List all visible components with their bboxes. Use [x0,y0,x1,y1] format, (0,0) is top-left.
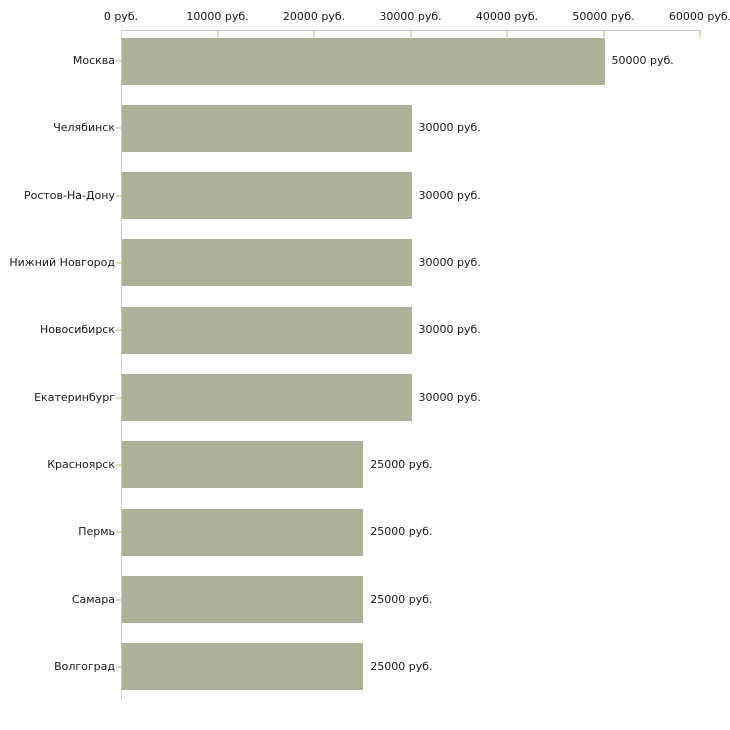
x-axis-tick-mark [699,31,701,37]
x-axis-tick-label: 40000 руб. [475,10,539,23]
category-tick-mark [116,194,121,197]
value-label: 30000 руб. [418,121,481,135]
category-label: Екатеринбург [34,390,115,404]
x-axis-tick-label: 20000 руб. [282,10,346,23]
category-tick-mark [116,329,121,332]
value-label: 25000 руб. [370,457,433,471]
bar [122,441,364,489]
category-label: Пермь [78,525,115,539]
value-label: 30000 руб. [418,188,481,202]
x-axis-tick-label: 50000 руб. [572,10,635,23]
bar [122,508,364,556]
value-label: 25000 руб. [370,525,433,539]
bar [122,374,412,422]
category-label: Нижний Новгород [9,255,115,269]
x-axis-line [121,30,701,31]
x-axis-tick-label: 30000 руб. [379,10,442,23]
value-label: 25000 руб. [370,592,433,606]
value-label: 50000 руб. [611,54,674,67]
x-axis-tick-mark [506,31,508,37]
category-tick-mark [116,60,121,62]
category-label: Ростов-На-Дону [23,188,115,202]
x-axis-tick-label: 0 руб. [103,10,139,23]
value-label: 30000 руб. [418,323,481,337]
bar [122,37,605,85]
category-label: Волгоград [54,659,115,673]
category-tick-mark [116,127,121,130]
category-tick-mark [116,531,121,534]
category-label: Москва [72,54,115,67]
bar [122,172,412,220]
x-axis-tick-mark [602,31,605,37]
x-axis-tick-label: 10000 руб. [186,10,249,23]
category-tick-mark [116,665,121,668]
bar [122,104,412,152]
x-axis-tick-label: 60000 руб. [668,10,730,23]
category-tick-mark [116,396,121,399]
bar [122,576,364,624]
x-axis-tick-mark [313,31,315,37]
bar [122,306,412,354]
x-axis-tick-mark [216,31,219,37]
category-tick-mark [116,261,121,264]
value-label: 30000 руб. [418,255,481,269]
category-label: Красноярск [47,457,115,471]
category-label: Новосибирск [39,323,115,337]
y-axis-line [121,30,122,700]
bar [122,239,412,287]
x-axis-tick-mark [409,31,412,37]
category-label: Самара [71,592,115,606]
category-tick-mark [116,463,121,466]
value-label: 25000 руб. [370,659,433,673]
bar [122,643,364,691]
category-tick-mark [116,598,121,601]
value-label: 30000 руб. [418,390,481,404]
category-label: Челябинск [53,121,115,135]
